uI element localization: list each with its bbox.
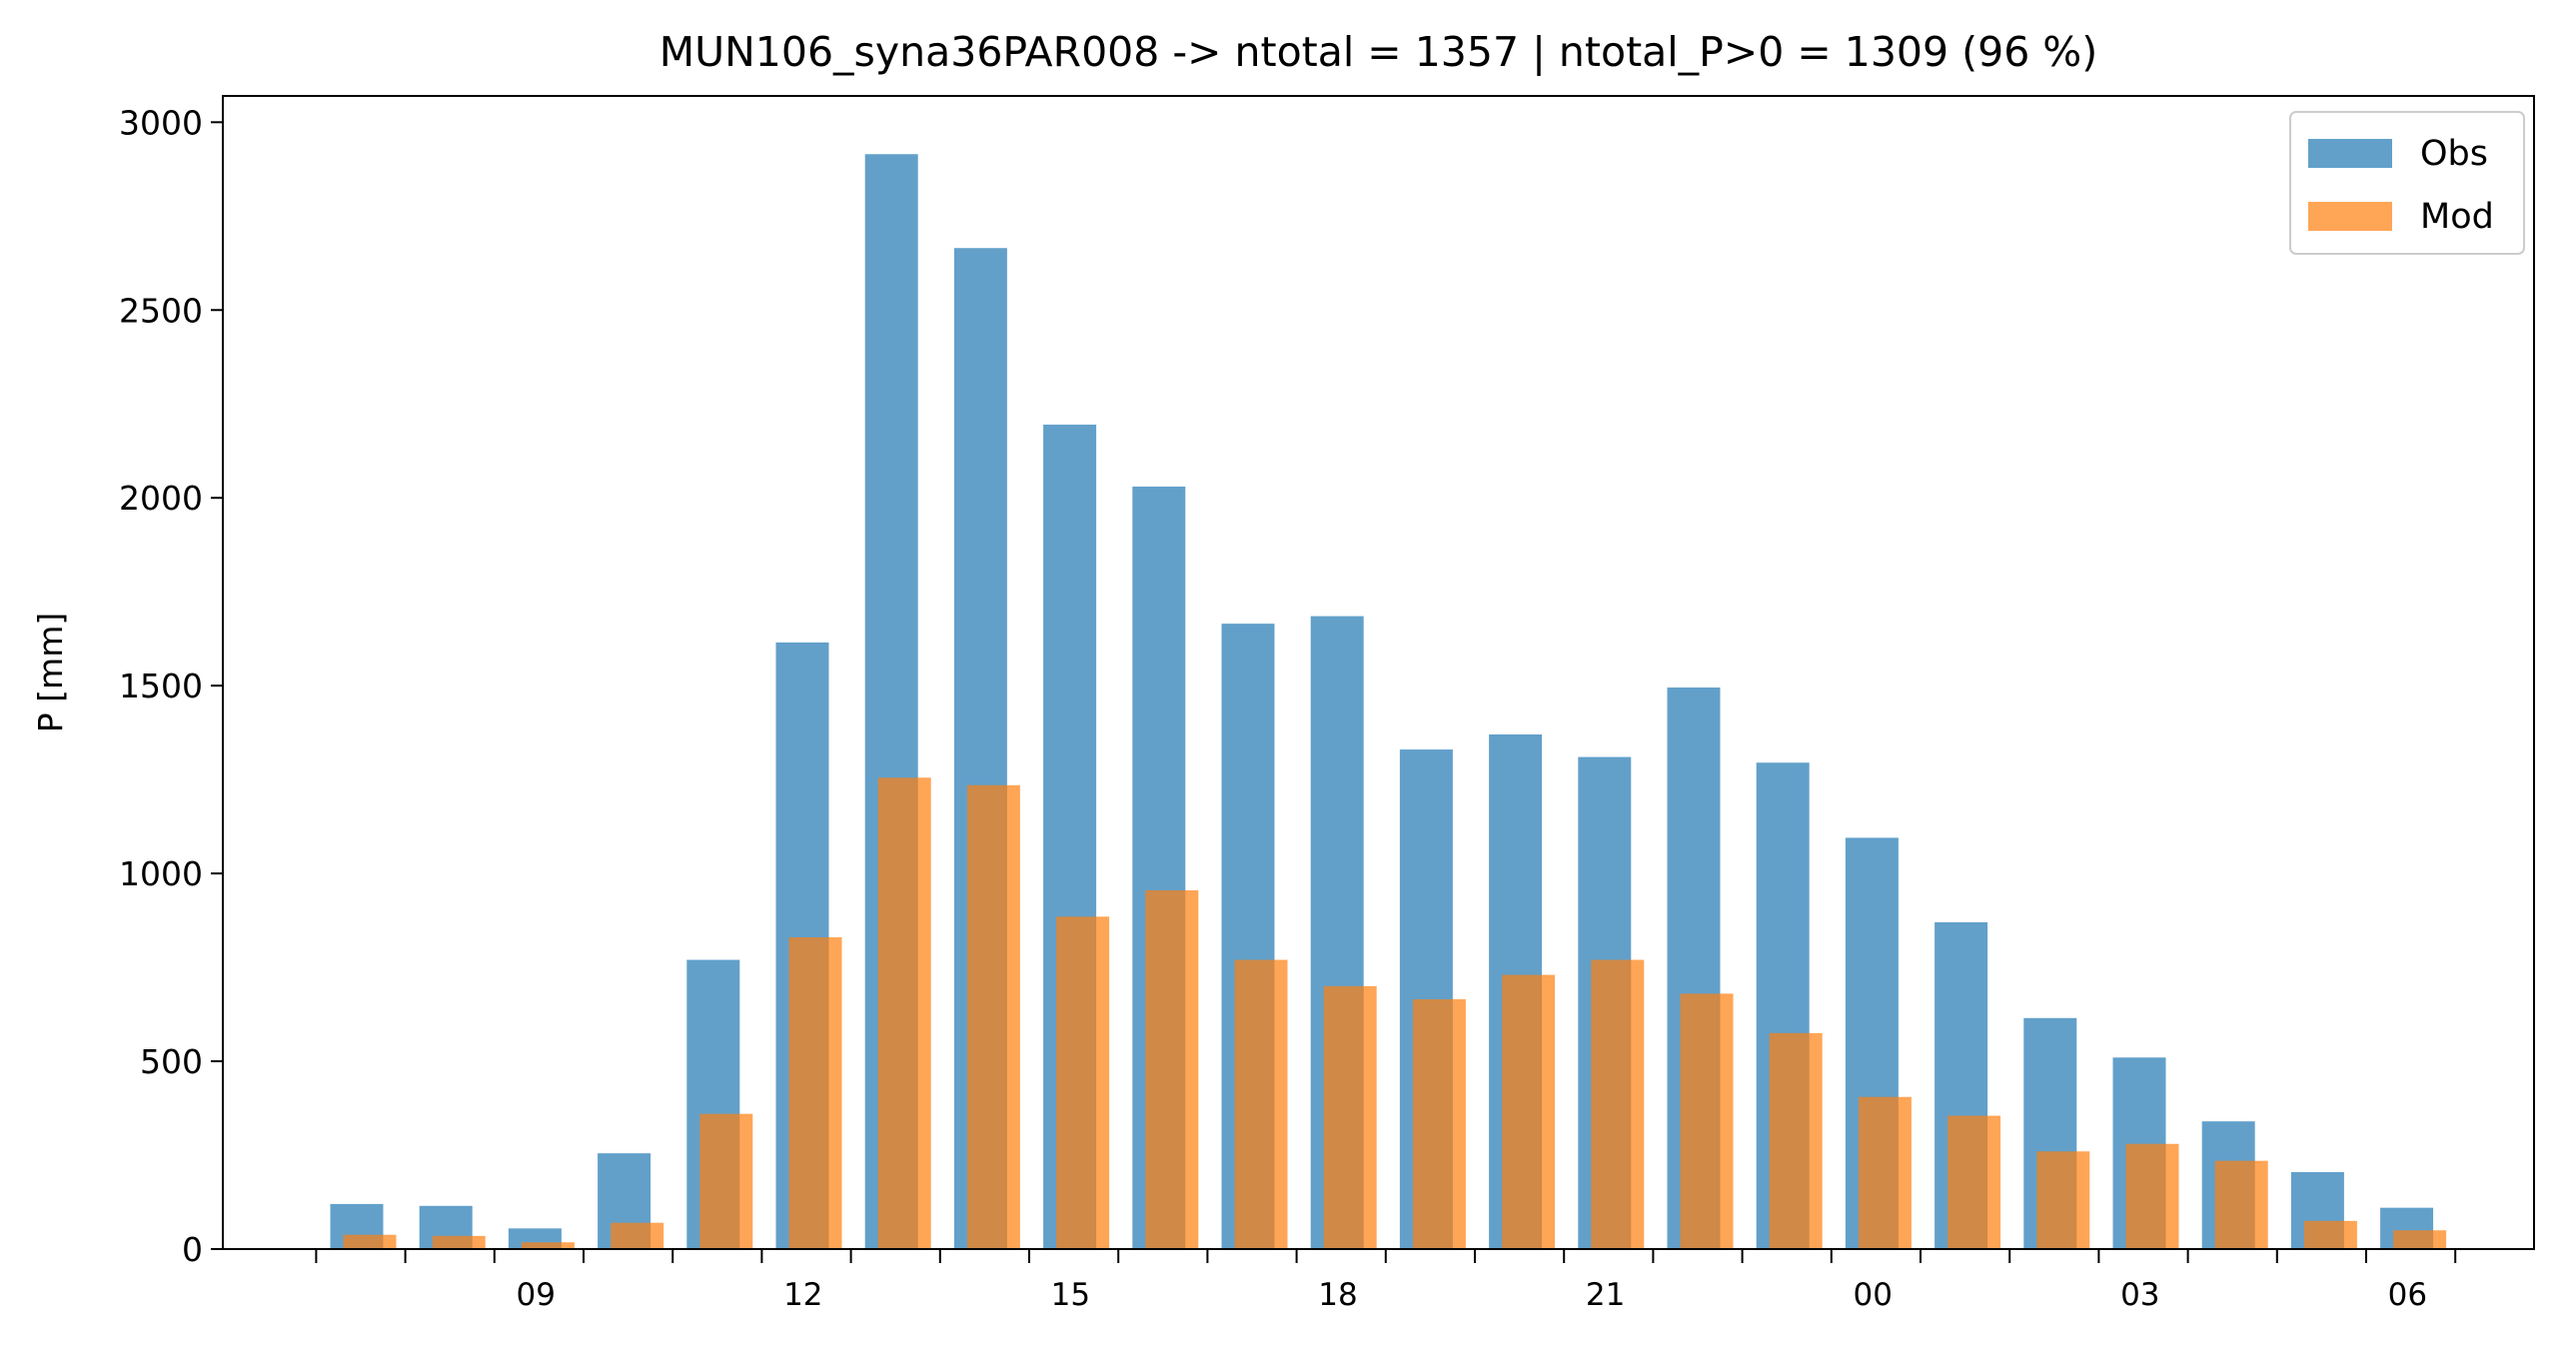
mod-bar xyxy=(2393,1230,2447,1249)
x-tick-label: 21 xyxy=(1586,1277,1625,1313)
x-tick-label: 00 xyxy=(1853,1277,1892,1313)
mod-bar xyxy=(1145,890,1199,1249)
mod-bar xyxy=(521,1242,575,1249)
mod-bar xyxy=(343,1234,397,1249)
mod-bar xyxy=(2214,1160,2268,1249)
y-tick-label: 1000 xyxy=(119,854,203,893)
y-tick-label: 0 xyxy=(182,1230,203,1269)
y-tick-label: 500 xyxy=(140,1042,203,1081)
mod-bar xyxy=(2303,1220,2357,1249)
mod-bar xyxy=(1680,993,1734,1249)
x-tick-label: 09 xyxy=(516,1277,555,1313)
legend-swatch-mod xyxy=(2308,202,2392,231)
legend-label-mod: Mod xyxy=(2420,197,2494,237)
mod-bar xyxy=(1412,999,1466,1249)
mod-bar xyxy=(788,937,842,1249)
x-tick-label: 18 xyxy=(1318,1277,1357,1313)
mod-bar xyxy=(1056,916,1110,1249)
mod-bar xyxy=(1234,959,1288,1249)
plot-frame xyxy=(222,95,2535,1250)
y-tick-label: 2000 xyxy=(119,479,203,518)
bars-group xyxy=(330,154,2447,1250)
legend-label-obs: Obs xyxy=(2420,134,2488,174)
y-tick-label: 3000 xyxy=(119,103,203,142)
y-axis-label: P [mm] xyxy=(31,613,70,732)
x-tick-label: 06 xyxy=(2388,1277,2427,1313)
chart-title: MUN106_syna36PAR008 -> ntotal = 1357 | n… xyxy=(659,28,2098,76)
x-tick-label: 15 xyxy=(1051,1277,1090,1313)
y-axis: 0 500 1000 1500 2000 2500 3000 xyxy=(119,103,223,1269)
mod-bar xyxy=(699,1113,753,1249)
mod-bar xyxy=(2125,1143,2179,1249)
x-axis: 09 12 15 18 21 00 03 06 xyxy=(315,1249,2457,1313)
mod-bar xyxy=(432,1235,486,1249)
mod-bar xyxy=(877,777,931,1249)
mod-bar xyxy=(966,784,1020,1249)
mod-bar xyxy=(2036,1151,2090,1249)
mod-bar xyxy=(1323,985,1377,1249)
mod-bar xyxy=(1502,974,1556,1249)
mod-bar xyxy=(1591,959,1645,1249)
mod-bar xyxy=(611,1222,664,1249)
mod-bar xyxy=(1858,1096,1912,1249)
x-tick-label: 12 xyxy=(783,1277,822,1313)
x-tick-label: 03 xyxy=(2120,1277,2159,1313)
legend-swatch-obs xyxy=(2308,139,2392,168)
y-tick-label: 2500 xyxy=(119,291,203,330)
mod-bar xyxy=(1947,1115,2001,1249)
mod-bar xyxy=(1769,1032,1823,1249)
y-tick-label: 1500 xyxy=(119,667,203,705)
legend: Obs Mod xyxy=(2289,111,2525,255)
